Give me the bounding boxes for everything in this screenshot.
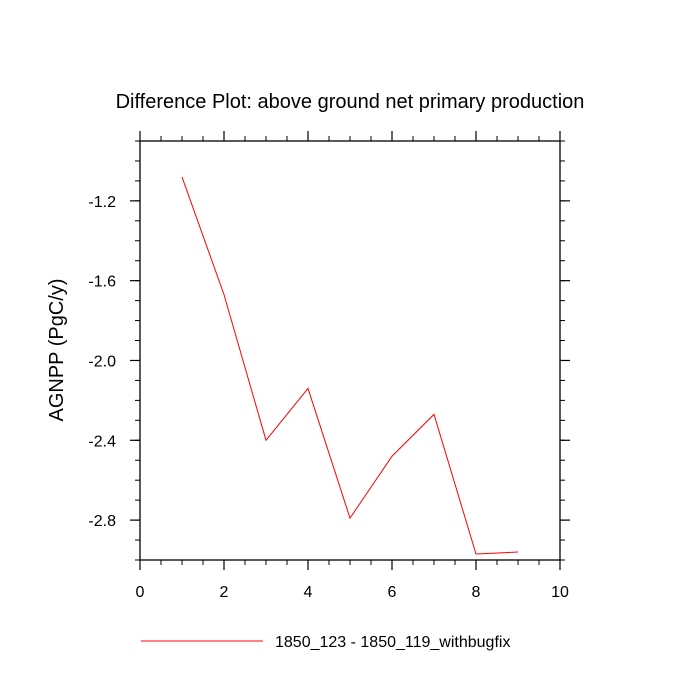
x-tick-labels: 0 2 4 6 8 10: [136, 584, 569, 601]
data-point: [266, 440, 267, 441]
y-axis-label: AGNPP (PgC/y): [46, 279, 68, 422]
data-point: [434, 414, 435, 415]
x-tick-label: 4: [304, 584, 313, 601]
chart-title: Difference Plot: above ground net primar…: [116, 91, 585, 113]
major-ticks: [130, 131, 570, 570]
y-tick-label: -2.0: [88, 353, 116, 370]
x-tick-label: 6: [388, 584, 397, 601]
x-tick-label: 8: [472, 584, 481, 601]
data-point: [350, 518, 351, 519]
data-point: [392, 456, 393, 457]
x-tick-label: 2: [220, 584, 229, 601]
data-point: [308, 388, 309, 389]
plot-frame: [139, 140, 561, 561]
y-tick-labels: -1.2 -1.6 -2.0 -2.4 -2.8: [88, 194, 116, 530]
data-point: [182, 176, 183, 177]
data-point: [518, 552, 519, 553]
y-tick-label: -1.2: [88, 194, 116, 211]
series-line-0: [181, 176, 519, 555]
data-point: [476, 554, 477, 555]
data-point: [224, 294, 225, 295]
legend: 1850_123 - 1850_119_withbugfix: [141, 634, 510, 651]
legend-label: 1850_123 - 1850_119_withbugfix: [275, 634, 510, 651]
y-tick-label: -2.4: [88, 433, 116, 450]
series-group: [181, 176, 519, 555]
x-tick-label: 10: [551, 584, 569, 601]
x-tick-label: 0: [136, 584, 145, 601]
y-tick-label: -2.8: [88, 513, 116, 530]
y-tick-label: -1.6: [88, 274, 116, 291]
